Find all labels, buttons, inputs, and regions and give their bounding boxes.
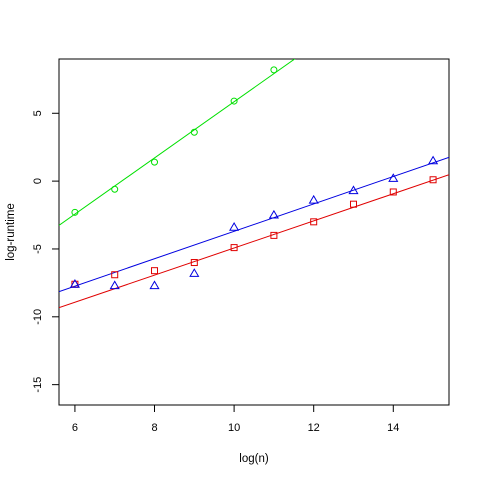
y-tick-label: 0	[32, 178, 44, 184]
data-point	[111, 271, 119, 279]
x-axis: 6 8 10 12 14	[72, 405, 399, 434]
data-point	[109, 280, 120, 290]
y-tick-label: -10	[32, 309, 44, 325]
data-point	[349, 200, 357, 208]
data-point	[230, 97, 238, 105]
data-point	[151, 158, 159, 166]
fit-lines	[59, 59, 449, 309]
x-tick-label: 12	[308, 422, 320, 434]
fit-line	[59, 156, 449, 293]
data-point	[428, 155, 439, 165]
fit-line	[59, 59, 296, 226]
data-point	[69, 279, 80, 288]
y-axis: -15 -10 -5 0 5	[32, 110, 59, 393]
fit-line	[59, 174, 449, 309]
x-tick-label: 8	[151, 422, 157, 434]
y-tick-label: -15	[32, 377, 44, 393]
data-point	[151, 267, 159, 275]
y-axis-label: log-runtime	[5, 203, 17, 261]
data-point	[149, 280, 160, 290]
data-points	[69, 66, 439, 290]
data-point	[270, 231, 278, 239]
data-point	[388, 173, 399, 182]
data-point	[190, 128, 198, 136]
data-point	[310, 218, 318, 226]
y-tick-label: 5	[32, 110, 44, 116]
data-point	[270, 66, 278, 74]
data-point	[111, 185, 119, 193]
data-point	[229, 222, 240, 231]
x-axis-label: log(n)	[239, 453, 269, 465]
x-tick-label: 6	[72, 422, 78, 434]
data-point	[429, 176, 437, 184]
x-tick-label: 14	[387, 422, 399, 434]
plot-frame	[58, 58, 450, 406]
data-point	[189, 268, 200, 277]
data-point	[230, 244, 238, 252]
x-tick-label: 10	[228, 422, 240, 434]
data-point	[389, 188, 397, 196]
data-point	[268, 209, 279, 219]
data-point	[71, 208, 79, 216]
data-point	[190, 259, 198, 267]
data-point	[308, 194, 319, 204]
data-point	[348, 185, 359, 195]
y-tick-label: -5	[32, 244, 44, 254]
